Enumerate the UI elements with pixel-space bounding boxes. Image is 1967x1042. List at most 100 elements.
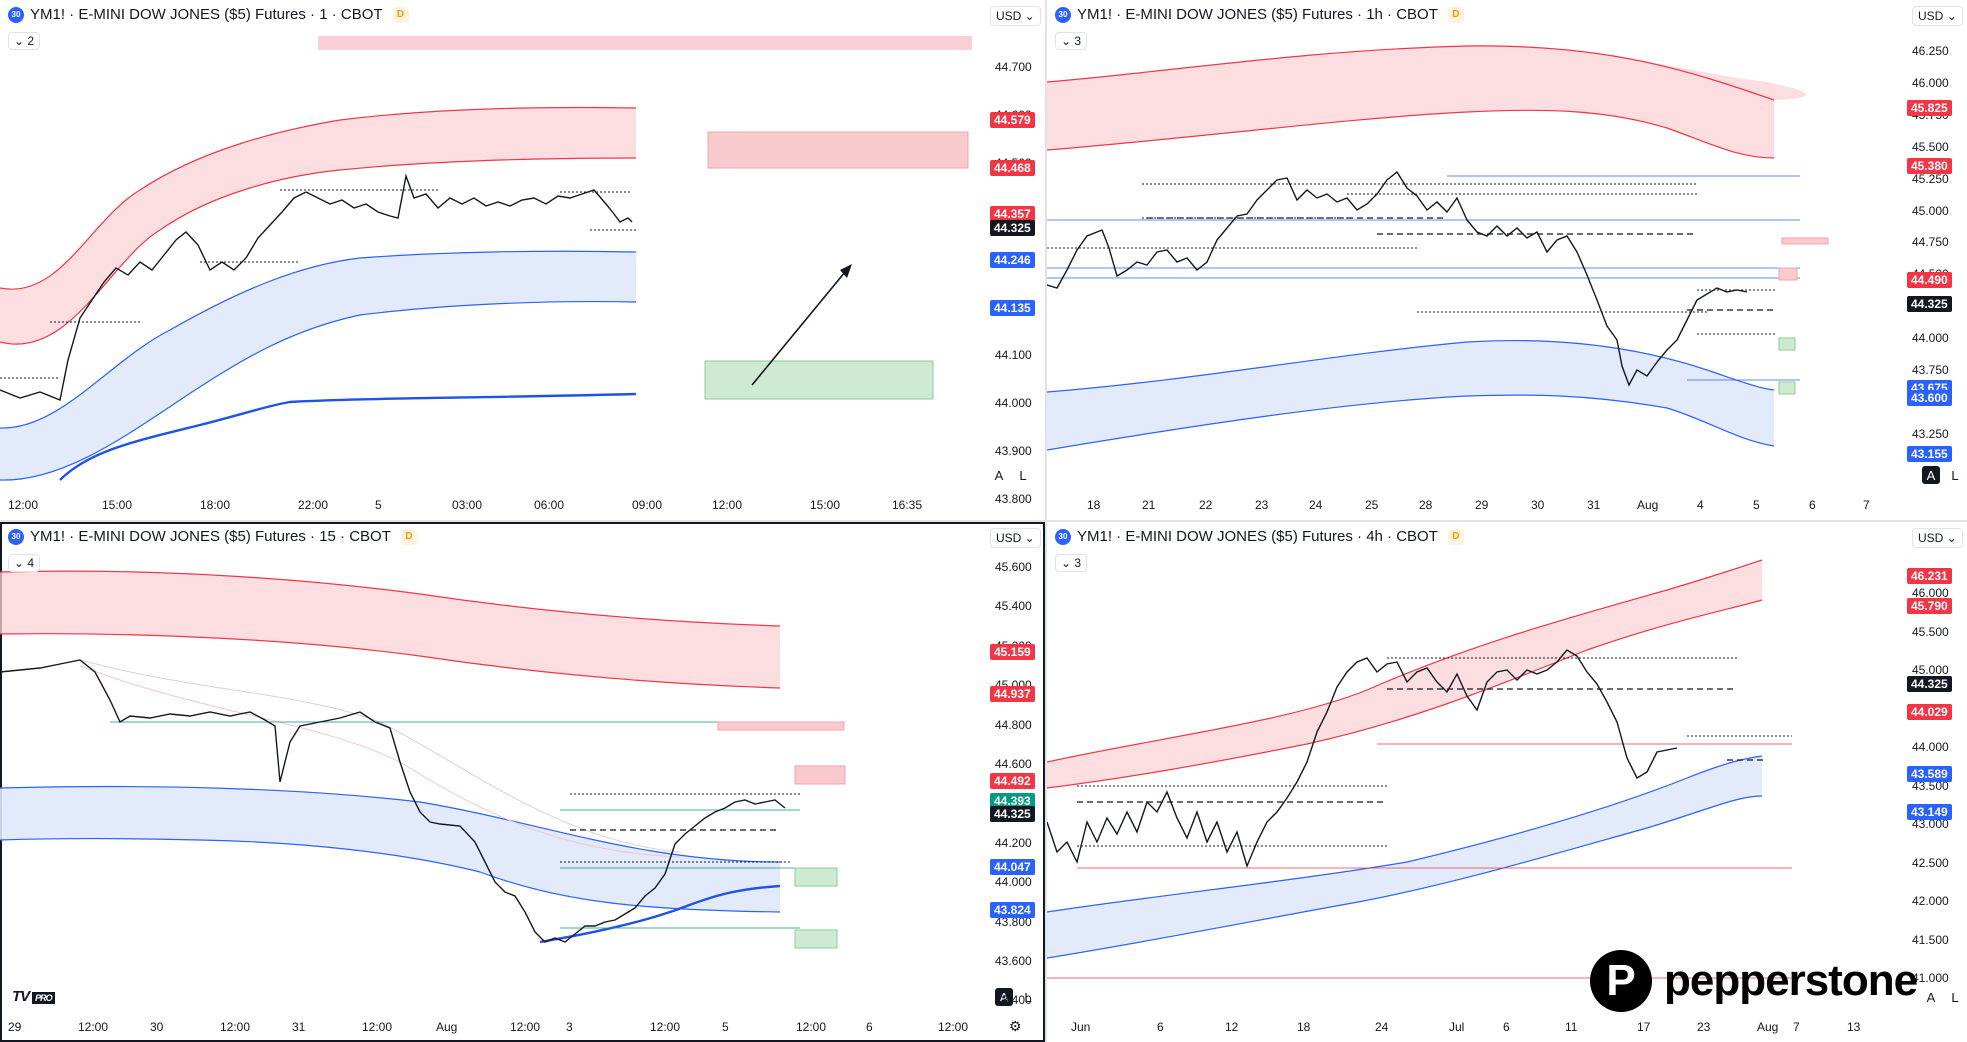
supply-zone-1 (1781, 237, 1829, 245)
lower-band (1047, 340, 1774, 450)
indicator-count-toggle[interactable]: ⌄ 2 (8, 32, 41, 50)
settings-gear-icon[interactable]: ⚙ (1009, 1018, 1022, 1034)
chart-pane-4h[interactable]: 30 YM1! · E-MINI DOW JONES ($5) Futures … (1047, 522, 1967, 1042)
chart-pane-15min[interactable]: 30 YM1! · E-MINI DOW JONES ($5) Futures … (0, 522, 1045, 1042)
time-tick-label: 18 (1087, 498, 1101, 512)
time-tick-label: 31 (292, 1020, 306, 1034)
indicator-count-toggle[interactable]: ⌄ 4 (8, 554, 41, 572)
price-tick-label: 43.900 (995, 444, 1032, 458)
chart-svg-1h[interactable] (1047, 0, 1967, 520)
arrow-head (840, 264, 852, 278)
time-tick-label: 25 (1365, 498, 1379, 512)
pane-header[interactable]: 30 YM1! · E-MINI DOW JONES ($5) Futures … (8, 528, 417, 545)
time-tick-label: 12:00 (510, 1020, 541, 1034)
price-marker-label: 43.600 (1907, 390, 1952, 406)
price-tick-label: 46.000 (1912, 586, 1949, 600)
currency-label: USD (1918, 531, 1944, 545)
price-marker-label: 44.325 (990, 220, 1035, 236)
time-tick-label: 6 (866, 1020, 873, 1034)
time-tick-label: 15:00 (102, 498, 133, 512)
auto-scale-button[interactable]: A (995, 988, 1013, 1006)
chart-pane-1h[interactable]: 30 YM1! · E-MINI DOW JONES ($5) Futures … (1047, 0, 1967, 520)
log-scale-button[interactable]: L (1951, 467, 1959, 483)
lower-band-bottom (1047, 795, 1763, 959)
scale-options[interactable]: A L (995, 988, 1037, 1006)
price-marker-label: 44.135 (990, 300, 1035, 316)
log-scale-button[interactable]: L (1951, 989, 1959, 1005)
time-tick-label: 6 (1157, 1020, 1164, 1034)
scale-options[interactable]: A L (990, 466, 1032, 484)
symbol-badge: 30 (1055, 528, 1071, 545)
upper-band (1047, 560, 1763, 788)
currency-selector[interactable]: USD ⌄ (990, 528, 1041, 548)
currency-selector[interactable]: USD ⌄ (1912, 6, 1963, 26)
price-marker-label: 44.937 (990, 686, 1035, 702)
price-marker-label: 43.824 (990, 902, 1035, 918)
price-tick-label: 43.000 (1912, 817, 1949, 831)
log-scale-button[interactable]: L (1024, 989, 1032, 1005)
price-tick-label: 45.000 (1912, 203, 1949, 218)
upper-band (1047, 45, 1807, 158)
pane-header[interactable]: 30 YM1! · E-MINI DOW JONES ($5) Futures … (1055, 6, 1464, 23)
price-tick-label: 43.800 (995, 492, 1032, 506)
auto-scale-button[interactable]: A (994, 467, 1004, 483)
time-tick-label: 15:00 (810, 498, 841, 512)
price-tick-label: 44.800 (995, 717, 1032, 732)
tv-logo-text: TV (12, 988, 30, 1005)
supply-zone-1 (717, 721, 845, 731)
price-tick-label: 45.500 (1912, 139, 1949, 154)
price-marker-label: 44.029 (1907, 704, 1952, 720)
time-tick-label: 6 (1809, 498, 1816, 512)
symbol-title[interactable]: YM1! · E-MINI DOW JONES ($5) Futures · 4… (1077, 528, 1438, 545)
vwap-line (539, 884, 781, 944)
symbol-title[interactable]: YM1! · E-MINI DOW JONES ($5) Futures · 1… (30, 528, 391, 545)
projection-arrow (751, 265, 851, 386)
lower-band (0, 251, 636, 481)
scale-options[interactable]: A L (1922, 988, 1964, 1006)
pane-header[interactable]: 30 YM1! · E-MINI DOW JONES ($5) Futures … (8, 6, 409, 23)
chart-svg-15min[interactable] (0, 522, 1045, 1042)
pane-divider-horizontal[interactable] (0, 520, 1967, 522)
price-marker-label: 44.490 (1907, 272, 1952, 288)
symbol-title[interactable]: YM1! · E-MINI DOW JONES ($5) Futures · 1… (1077, 6, 1438, 23)
log-scale-button[interactable]: L (1019, 467, 1027, 483)
price-tick-label: 45.400 (995, 599, 1032, 614)
pane-header[interactable]: 30 YM1! · E-MINI DOW JONES ($5) Futures … (1055, 528, 1464, 545)
price-tick-label: 45.250 (1912, 171, 1949, 186)
currency-selector[interactable]: USD ⌄ (1912, 528, 1963, 548)
time-tick-label: 12:00 (796, 1020, 827, 1034)
symbol-title[interactable]: YM1! · E-MINI DOW JONES ($5) Futures · 1… (30, 6, 383, 23)
dashed-levels (1077, 688, 1767, 803)
price-marker-label: 43.589 (1907, 766, 1952, 782)
time-tick-label: Aug (1757, 1020, 1779, 1034)
time-tick-label: Aug (436, 1020, 458, 1034)
chart-svg-1min[interactable] (0, 0, 1045, 520)
price-marker-label: 44.579 (990, 112, 1035, 128)
price-marker-label: 43.149 (1907, 804, 1952, 820)
auto-scale-button[interactable]: A (1922, 466, 1940, 484)
price-tick-label: 41.000 (1912, 971, 1949, 985)
time-tick-label: 7 (1793, 1020, 1800, 1034)
price-marker-label: 44.047 (990, 859, 1035, 875)
tradingview-logo: TV PRO (12, 988, 55, 1005)
auto-scale-button[interactable]: A (1926, 989, 1936, 1005)
data-badge: D (1447, 528, 1464, 545)
time-tick-label: 16:35 (892, 498, 923, 512)
scale-options[interactable]: A L (1922, 466, 1964, 484)
currency-label: USD (996, 531, 1022, 545)
lower-band-top (0, 785, 781, 863)
currency-selector[interactable]: USD ⌄ (990, 6, 1041, 26)
time-tick-label: 30 (1531, 498, 1545, 512)
chart-svg-4h[interactable] (1047, 522, 1967, 1042)
time-tick-label: 23 (1697, 1020, 1711, 1034)
time-tick-label: 5 (375, 498, 382, 512)
supply-zone (707, 131, 969, 169)
indicator-count-toggle[interactable]: ⌄ 3 (1055, 554, 1088, 572)
time-tick-label: 12:00 (362, 1020, 393, 1034)
time-tick-label: 5 (1753, 498, 1760, 512)
price-marker-label: 45.825 (1907, 100, 1952, 116)
indicator-count-toggle[interactable]: ⌄ 3 (1055, 32, 1088, 50)
dotted-levels (1047, 183, 1775, 335)
time-tick-label: 03:00 (452, 498, 483, 512)
chart-pane-1min[interactable]: 30 YM1! · E-MINI DOW JONES ($5) Futures … (0, 0, 1045, 520)
